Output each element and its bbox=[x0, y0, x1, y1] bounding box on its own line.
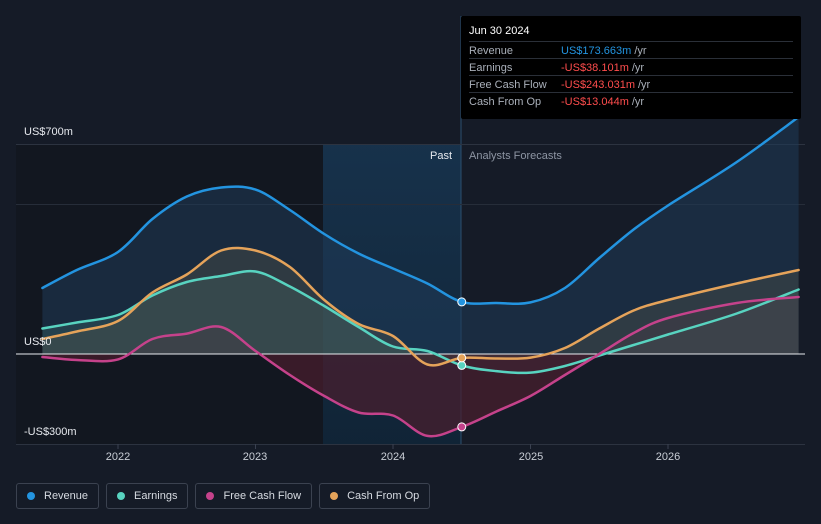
cash-from-op-marker bbox=[457, 353, 467, 363]
x-tick-label-2024: 2024 bbox=[380, 451, 406, 463]
tooltip-row-name: Free Cash Flow bbox=[469, 79, 547, 91]
legend-item-earnings[interactable]: Earnings bbox=[106, 483, 189, 509]
cash-from-op-dot-icon bbox=[330, 492, 339, 500]
legend-label: Earnings bbox=[134, 490, 178, 502]
past-label: Past bbox=[430, 150, 453, 162]
free-cash-flow-area-positive bbox=[42, 297, 799, 354]
tooltip-row-revenue: Revenue US$173.663m/yr bbox=[469, 41, 793, 59]
revenue-marker bbox=[457, 297, 467, 307]
x-tick-label-2022: 2022 bbox=[105, 451, 131, 463]
legend-item-cash-from-op[interactable]: Cash From Op bbox=[319, 483, 431, 509]
tooltip-row-name: Revenue bbox=[469, 45, 514, 57]
legend-label: Cash From Op bbox=[347, 490, 420, 502]
earnings-dot-icon bbox=[117, 492, 126, 500]
cash-from-op-line bbox=[41, 246, 800, 367]
tooltip-row-cash-from-op: Cash From Op -US$13.044m/yr bbox=[469, 92, 793, 110]
x-tick-label-2023: 2023 bbox=[242, 451, 268, 463]
free-cash-flow-line bbox=[41, 295, 800, 438]
tooltip-row-value: -US$243.031m/yr bbox=[561, 79, 651, 91]
tooltip-date: Jun 30 2024 bbox=[469, 25, 530, 37]
y-tick-label-zero: US$0 bbox=[24, 336, 52, 348]
legend: Revenue Earnings Free Cash Flow Cash Fro… bbox=[16, 483, 431, 511]
x-tick-label-2026: 2026 bbox=[655, 451, 681, 463]
tooltip-panel: Jun 30 2024 Revenue US$173.663m/yr Earni… bbox=[461, 16, 801, 119]
free-cash-flow-marker bbox=[457, 422, 467, 432]
revenue-area-positive bbox=[42, 117, 799, 354]
analysts-forecasts-label: Analysts Forecasts bbox=[469, 150, 562, 162]
earnings-line bbox=[41, 269, 800, 375]
free-cash-flow-area-negative bbox=[42, 354, 799, 437]
revenue-dot-icon bbox=[27, 492, 35, 500]
legend-label: Free Cash Flow bbox=[223, 490, 302, 502]
legend-item-revenue[interactable]: Revenue bbox=[16, 483, 100, 509]
y-tick-label-bottom: -US$300m bbox=[24, 426, 77, 438]
tooltip-row-earnings: Earnings -US$38.101m/yr bbox=[469, 58, 793, 76]
tooltip-row-value: -US$38.101m/yr bbox=[561, 62, 645, 74]
legend-item-free-cash-flow[interactable]: Free Cash Flow bbox=[195, 483, 313, 509]
tooltip-row-name: Cash From Op bbox=[469, 96, 542, 108]
tooltip-row-value: -US$13.044m/yr bbox=[561, 96, 645, 108]
y-tick-label-top: US$700m bbox=[24, 126, 73, 138]
tooltip-row-name: Earnings bbox=[469, 62, 513, 74]
x-tick-label-2025: 2025 bbox=[518, 451, 544, 463]
earnings-marker bbox=[457, 360, 467, 370]
revenue-line bbox=[41, 115, 800, 305]
legend-label: Revenue bbox=[44, 490, 89, 502]
tooltip-row-value: US$173.663m/yr bbox=[561, 45, 647, 57]
free-cash-flow-dot-icon bbox=[206, 492, 215, 500]
tooltip-row-free-cash-flow: Free Cash Flow -US$243.031m/yr bbox=[469, 75, 793, 93]
